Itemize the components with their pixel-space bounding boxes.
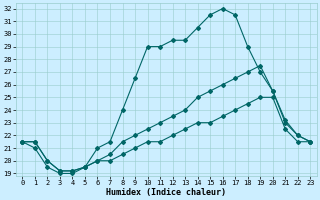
X-axis label: Humidex (Indice chaleur): Humidex (Indice chaleur) (106, 188, 226, 197)
